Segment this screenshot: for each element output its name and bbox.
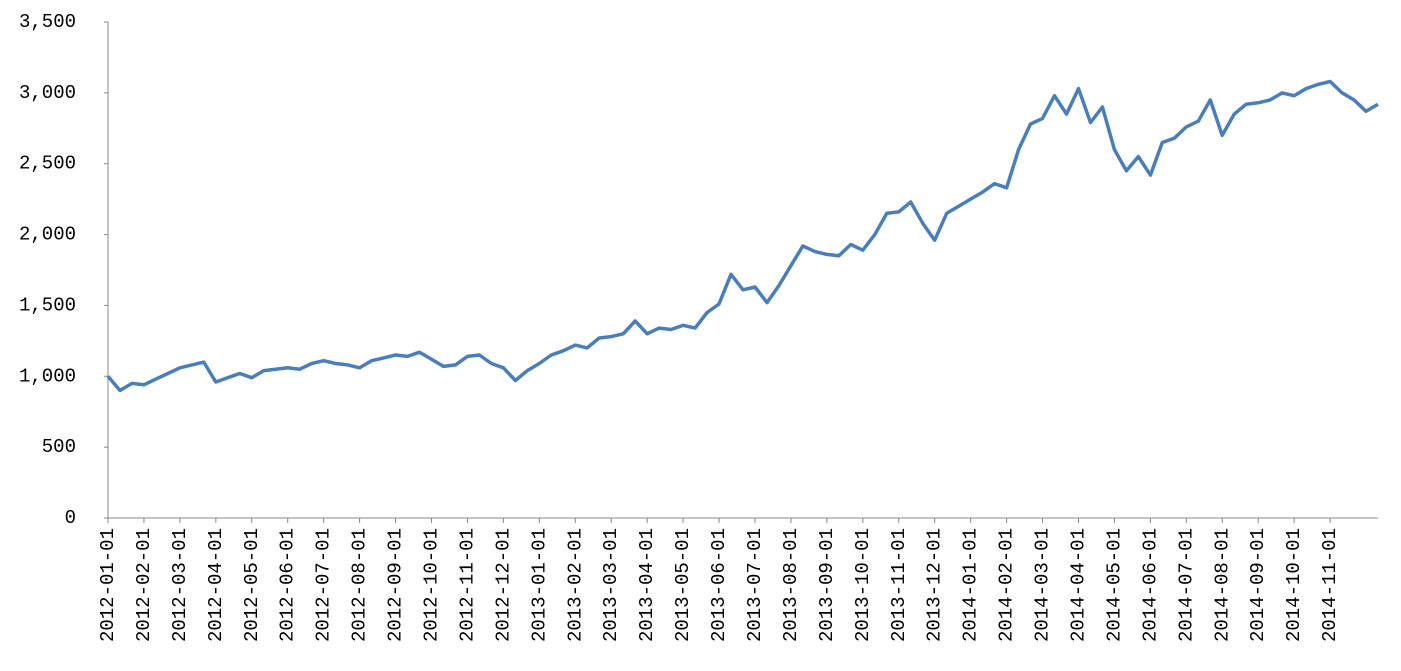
- y-tick-label: 500: [42, 436, 76, 458]
- x-tick-label: 2013-09-01: [816, 528, 838, 642]
- x-tick-label: 2014-04-01: [1067, 528, 1089, 642]
- y-tick-label: 2,500: [19, 153, 76, 175]
- x-tick-label: 2013-06-01: [708, 528, 730, 642]
- x-tick-label: 2012-01-01: [97, 528, 119, 642]
- x-tick-label: 2013-02-01: [564, 528, 586, 642]
- x-tick-label: 2013-10-01: [852, 528, 874, 642]
- x-tick-label: 2014-11-01: [1319, 528, 1341, 642]
- x-tick-label: 2014-01-01: [960, 528, 982, 642]
- x-tick-label: 2012-12-01: [492, 528, 514, 642]
- x-tick-label: 2012-02-01: [133, 528, 155, 642]
- x-tick-label: 2013-12-01: [924, 528, 946, 642]
- x-tick-label: 2012-04-01: [205, 528, 227, 642]
- x-tick-label: 2013-03-01: [600, 528, 622, 642]
- x-tick-label: 2014-09-01: [1247, 528, 1269, 642]
- x-tick-label: 2014-06-01: [1139, 528, 1161, 642]
- y-tick-label: 1,500: [19, 294, 76, 316]
- x-tick-label: 2014-08-01: [1211, 528, 1233, 642]
- x-tick-label: 2014-10-01: [1283, 528, 1305, 642]
- x-tick-label: 2013-07-01: [744, 528, 766, 642]
- y-tick-label: 1,000: [19, 365, 76, 387]
- y-tick-label: 3,000: [19, 82, 76, 104]
- y-tick-label: 2,000: [19, 224, 76, 246]
- x-tick-label: 2014-05-01: [1103, 528, 1125, 642]
- x-tick-label: 2012-07-01: [313, 528, 335, 642]
- x-tick-label: 2012-08-01: [349, 528, 371, 642]
- x-tick-label: 2013-05-01: [672, 528, 694, 642]
- y-tick-label: 3,500: [19, 11, 76, 33]
- x-tick-label: 2012-10-01: [421, 528, 443, 642]
- x-tick-label: 2014-03-01: [1032, 528, 1054, 642]
- y-tick-label: 0: [65, 507, 76, 529]
- x-tick-label: 2013-04-01: [636, 528, 658, 642]
- x-tick-label: 2014-07-01: [1175, 528, 1197, 642]
- x-tick-label: 2012-03-01: [169, 528, 191, 642]
- series-line: [106, 79, 1379, 393]
- x-tick-label: 2014-02-01: [996, 528, 1018, 642]
- x-tick-label: 2013-08-01: [780, 528, 802, 642]
- x-tick-label: 2012-09-01: [385, 528, 407, 642]
- x-tick-label: 2012-11-01: [456, 528, 478, 642]
- x-tick-label: 2012-06-01: [277, 528, 299, 642]
- x-tick-label: 2012-05-01: [241, 528, 263, 642]
- x-tick-label: 2013-01-01: [528, 528, 550, 642]
- x-tick-label: 2013-11-01: [888, 528, 910, 642]
